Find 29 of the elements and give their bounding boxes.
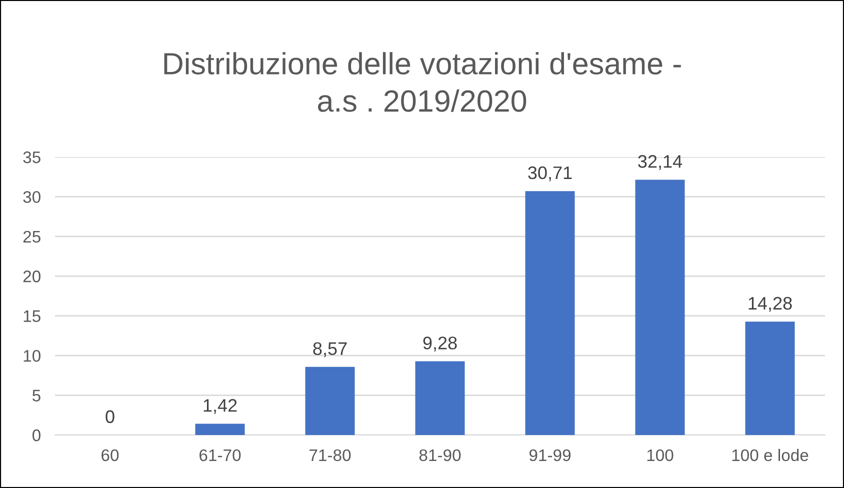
bar [745, 322, 795, 435]
y-tick-label: 35 [23, 151, 40, 164]
y-tick-label: 25 [23, 230, 40, 243]
data-label: 30,71 [528, 166, 572, 182]
data-label: 9,28 [423, 336, 457, 352]
x-tick-label: 100 [647, 449, 674, 462]
x-tick-label: 60 [102, 449, 119, 462]
x-tick-label: 81-90 [419, 449, 461, 462]
bar [635, 180, 685, 435]
x-tick-label: 91-99 [529, 449, 571, 462]
y-tick-label: 20 [23, 270, 40, 282]
y-tick-label: 30 [23, 191, 40, 203]
bar [415, 361, 465, 435]
y-tick-label: 15 [24, 310, 40, 322]
chart-title: Distribuzione delle votazioni d'esame - a.s . 2019/2020 [164, 52, 681, 112]
data-label: 8,57 [313, 342, 347, 358]
bar [525, 191, 575, 435]
data-label: 32,14 [638, 155, 682, 170]
data-label: 1,42 [204, 399, 237, 414]
x-tick-label: 61-70 [200, 449, 241, 462]
y-tick-label: 5 [32, 390, 40, 402]
data-label: 0 [106, 410, 114, 424]
x-tick-label: 71-80 [310, 449, 351, 462]
y-tick-label: 0 [32, 429, 40, 442]
data-label: 14,28 [748, 296, 792, 312]
y-tick-label: 10 [24, 350, 40, 362]
x-tick-label: 100 e lode [732, 448, 808, 462]
bar [305, 366, 355, 435]
bar [195, 424, 245, 435]
